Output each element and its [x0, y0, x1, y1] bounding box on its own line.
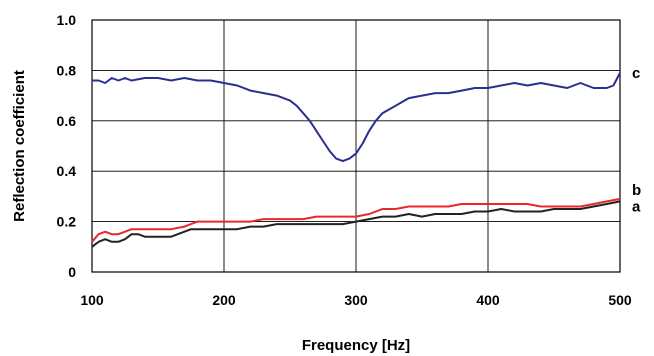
series-line-c — [92, 72, 621, 163]
y-tick-label: 0 — [68, 264, 76, 280]
y-tick-label: 1.0 — [57, 12, 77, 28]
series-lines — [91, 72, 621, 248]
x-tick-label: 300 — [344, 292, 368, 308]
x-tick-label: 100 — [80, 292, 104, 308]
y-tick-label: 0.8 — [57, 62, 77, 78]
x-tick-label: 200 — [212, 292, 236, 308]
series-label-c: c — [632, 65, 640, 82]
x-tick-label: 500 — [608, 292, 632, 308]
x-axis-ticks: 100 200 300 400 500 — [80, 292, 632, 308]
series-label-b: b — [632, 182, 641, 199]
grid-lines — [91, 19, 621, 273]
series-labels: ab c — [632, 65, 641, 216]
series-label-a: a — [632, 198, 641, 215]
x-axis-label: Frequency [Hz] — [302, 337, 410, 354]
y-tick-label: 0.4 — [57, 163, 77, 179]
y-tick-label: 0.2 — [57, 214, 77, 230]
x-tick-label: 400 — [476, 292, 500, 308]
series-line-b — [91, 197, 621, 243]
y-axis-label: Reflection coefficient — [11, 70, 28, 222]
series-line-a — [91, 200, 621, 248]
y-axis-ticks: 0 0.2 0.4 0.6 0.8 1.0 — [57, 12, 77, 280]
y-tick-label: 0.6 — [57, 113, 77, 129]
plot-area-frame — [91, 19, 621, 273]
